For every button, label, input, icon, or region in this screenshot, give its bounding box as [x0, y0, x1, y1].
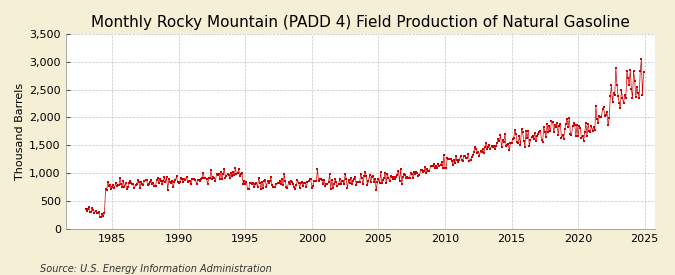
Title: Monthly Rocky Mountain (PADD 4) Field Production of Natural Gasoline: Monthly Rocky Mountain (PADD 4) Field Pr… — [91, 15, 630, 30]
Y-axis label: Thousand Barrels: Thousand Barrels — [15, 83, 25, 180]
Text: Source: U.S. Energy Information Administration: Source: U.S. Energy Information Administ… — [40, 264, 272, 274]
